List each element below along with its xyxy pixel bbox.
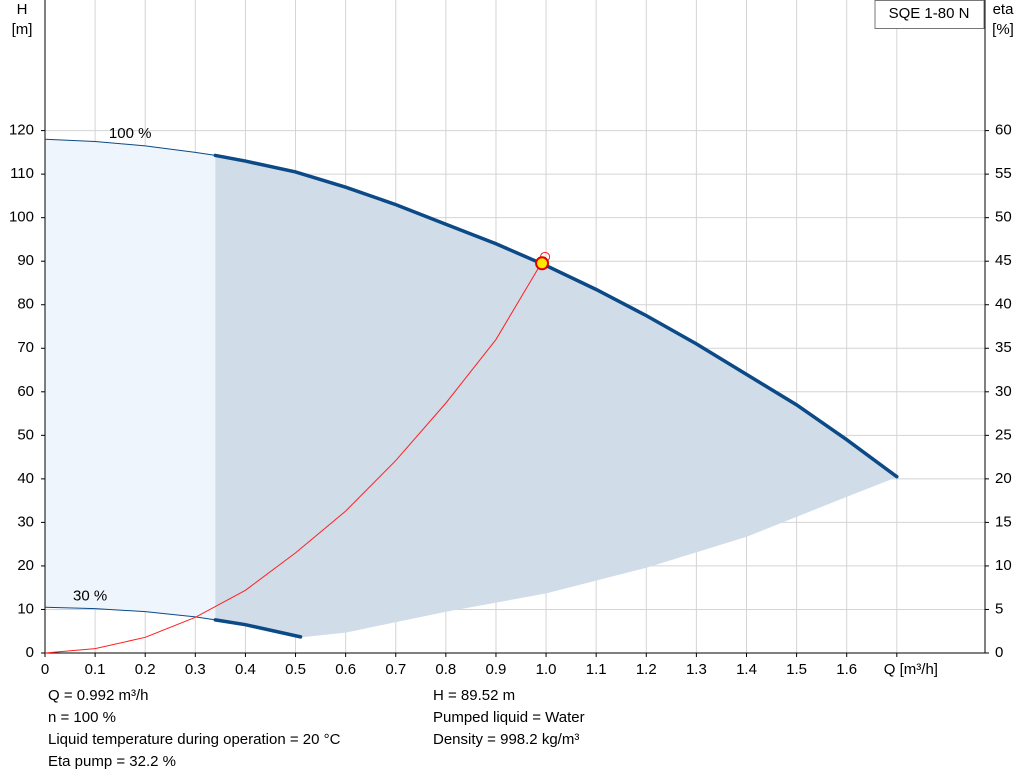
y-tick-label: 30 (17, 513, 34, 530)
y-tick-label: 80 (17, 296, 34, 313)
y2-tick-label: 25 (995, 426, 1012, 443)
y2-axis-unit: [%] (992, 21, 1014, 38)
y-tick-label: 50 (17, 426, 34, 443)
x-tick-label: 1.2 (636, 661, 657, 678)
curve-label: 100 % (109, 125, 152, 142)
y2-tick-label: 20 (995, 470, 1012, 487)
y2-tick-label: 60 (995, 122, 1012, 139)
info-text: H = 89.52 m (433, 687, 515, 704)
y-tick-label: 20 (17, 557, 34, 574)
info-text: Pumped liquid = Water (433, 709, 585, 726)
y-tick-label: 10 (17, 600, 34, 617)
x-tick-label: 0 (41, 661, 49, 678)
y2-tick-label: 30 (995, 383, 1012, 400)
y2-tick-label: 55 (995, 165, 1012, 182)
y2-axis-label: eta (993, 1, 1015, 18)
x-tick-label: 0.4 (235, 661, 256, 678)
info-text: Density = 998.2 kg/m³ (433, 731, 579, 748)
x-tick-label: 1.6 (836, 661, 857, 678)
x-tick-label: 1.0 (536, 661, 557, 678)
y2-tick-label: 35 (995, 339, 1012, 356)
x-tick-label: 0.7 (385, 661, 406, 678)
y-axis-unit: [m] (12, 21, 33, 38)
curve-label: 30 % (73, 588, 107, 605)
x-tick-label: 1.3 (686, 661, 707, 678)
x-tick-label: 1.4 (736, 661, 757, 678)
y-tick-label: 70 (17, 339, 34, 356)
y-tick-label: 60 (17, 383, 34, 400)
y2-tick-label: 5 (995, 600, 1003, 617)
y-tick-label: 100 (9, 209, 34, 226)
y2-tick-label: 40 (995, 296, 1012, 313)
y-tick-label: 120 (9, 122, 34, 139)
y-tick-label: 90 (17, 252, 34, 269)
x-tick-label: 0.8 (435, 661, 456, 678)
pump-curve-operating (213, 618, 303, 639)
x-tick-label: 1.5 (786, 661, 807, 678)
info-text: Liquid temperature during operation = 20… (48, 731, 341, 748)
duty-point (535, 256, 550, 271)
y-tick-label: 40 (17, 470, 34, 487)
x-tick-label: 0.9 (486, 661, 507, 678)
y2-tick-label: 45 (995, 252, 1012, 269)
title-box (874, 0, 985, 29)
x-tick-label: 0.5 (285, 661, 306, 678)
x-tick-label: Q [m³/h] (884, 661, 938, 678)
x-tick-label: 0.2 (135, 661, 156, 678)
chart-title: SQE 1-80 N (889, 5, 970, 22)
y2-tick-label: 10 (995, 557, 1012, 574)
x-tick-label: 0.6 (335, 661, 356, 678)
info-text: Q = 0.992 m³/h (48, 687, 148, 704)
y-tick-label: 110 (10, 165, 34, 182)
range-area-light (45, 139, 216, 620)
range-boundary (300, 476, 897, 638)
y-axis-label: H (17, 1, 28, 18)
y-tick-label: 0 (26, 644, 34, 661)
x-tick-label: 1.1 (586, 661, 607, 678)
x-tick-label: 0.1 (85, 661, 106, 678)
x-tick-label: 0.3 (185, 661, 206, 678)
info-text: Eta pump = 32.2 % (48, 753, 176, 770)
range-area (215, 155, 897, 637)
y2-tick-label: 50 (995, 209, 1012, 226)
y2-tick-label: 15 (995, 513, 1012, 530)
y2-tick-label: 0 (995, 644, 1003, 661)
info-text: n = 100 % (48, 709, 116, 726)
eta-curve (44, 256, 546, 654)
